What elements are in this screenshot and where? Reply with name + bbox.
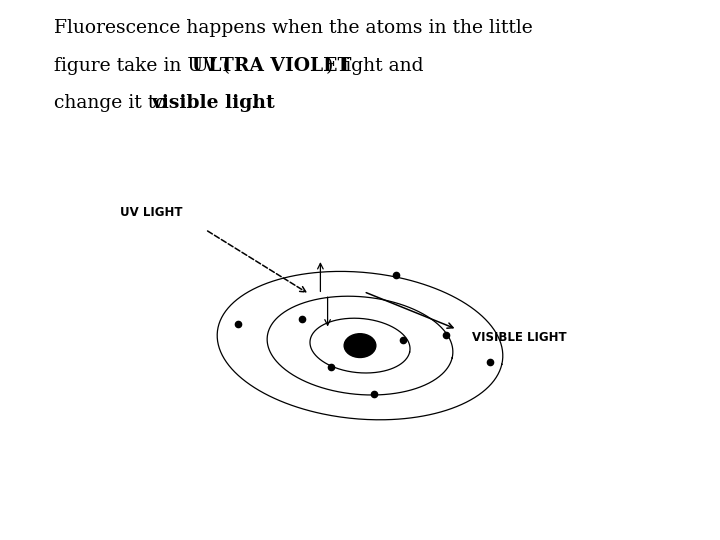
Text: Fluorescence happens when the atoms in the little: Fluorescence happens when the atoms in t…: [54, 19, 533, 37]
Text: figure take in UV (: figure take in UV (: [54, 57, 236, 75]
Text: ) light and: ) light and: [320, 57, 424, 75]
Text: visible light: visible light: [151, 94, 275, 112]
Text: VISIBLE LIGHT: VISIBLE LIGHT: [472, 331, 566, 344]
Text: .: .: [251, 94, 256, 112]
Text: change it to: change it to: [54, 94, 173, 112]
Text: UV LIGHT: UV LIGHT: [120, 206, 182, 219]
Text: ULTRA VIOLET: ULTRA VIOLET: [192, 57, 352, 75]
Circle shape: [344, 334, 376, 357]
